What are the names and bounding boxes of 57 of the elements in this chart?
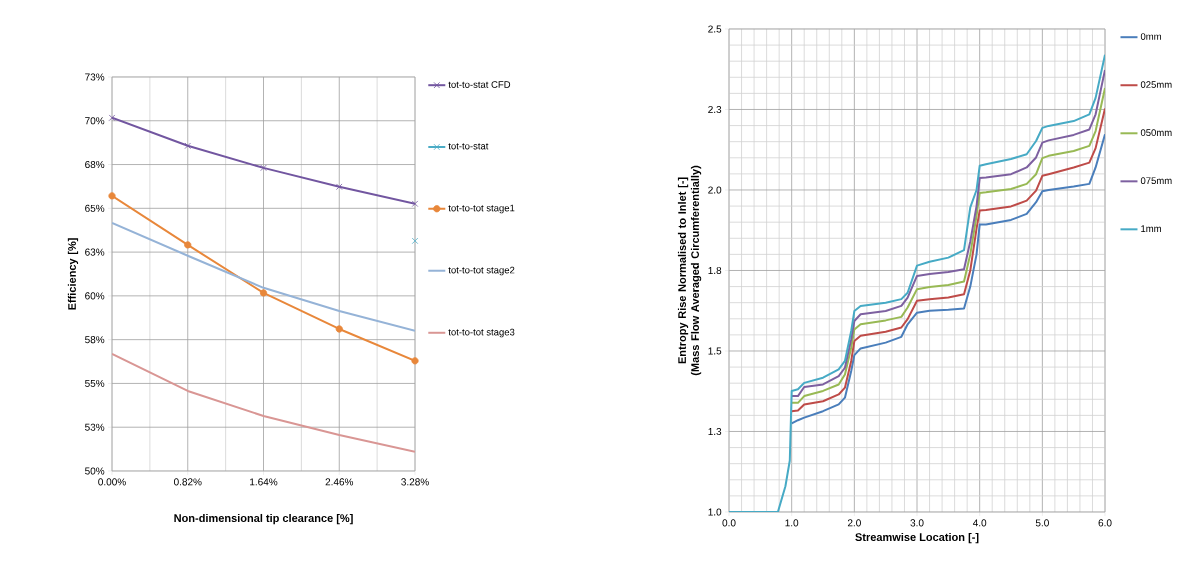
legend-label: tot-to-stat CFD	[448, 81, 511, 88]
y-tick-label: 1.3	[708, 427, 722, 436]
point	[411, 357, 419, 365]
legend-label: tot-to-stat	[448, 143, 489, 150]
point	[184, 241, 192, 249]
y-tick-label: 2.5	[708, 25, 722, 33]
y-tick-label: 53%	[85, 423, 105, 431]
line-series	[112, 221, 416, 332]
legend-label: tot-to-tot stage3	[448, 328, 515, 338]
y-tick-label: 2.0	[708, 186, 722, 194]
point	[411, 237, 419, 245]
x-tick-label: 3.0	[910, 519, 924, 527]
legend-label: tot-to-tot stage1	[448, 204, 515, 214]
y-tick-label: 50%	[85, 467, 105, 475]
x-tick-label: 2.46%	[325, 478, 354, 486]
line-series	[112, 352, 416, 453]
legend-label: 1mm	[1141, 225, 1161, 232]
y-tick-label: 1.8	[708, 266, 722, 275]
legend-label: 050mm	[1140, 129, 1172, 136]
x-tick-label: 1.64%	[250, 478, 278, 486]
x-tick-label: 0.00%	[98, 478, 126, 486]
y-tick-label: 1.0	[708, 508, 722, 516]
point	[411, 200, 419, 207]
x-tick-label: 0.0	[722, 519, 736, 527]
y-tick-label: 68%	[85, 161, 105, 169]
y-tick-label: 73%	[85, 73, 105, 81]
point	[335, 325, 343, 333]
point	[259, 289, 268, 297]
y-tick-label: 1.5	[708, 347, 722, 355]
y-axis-title: Entropy Rise Normalised to Inlet [-] (Mass Flow Averaged Circumferentially)	[677, 165, 702, 376]
x-axis-title: Streamwise Location [-]	[855, 532, 979, 544]
legend-label: 0mm	[1140, 33, 1161, 40]
legend-label: tot-to-tot stage2	[448, 266, 515, 276]
x-tick-label: 4.0	[972, 519, 987, 527]
point	[108, 192, 116, 200]
x-tick-label: 0.82%	[173, 478, 202, 486]
x-tick-label: 2.0	[847, 519, 861, 527]
point	[184, 142, 191, 150]
y-tick-label: 70%	[85, 117, 105, 125]
y-tick-label: 60%	[85, 292, 105, 300]
y-tick-label: 65%	[85, 204, 105, 212]
y-tick-label: 63%	[85, 248, 105, 256]
y-tick-label: 55%	[85, 379, 105, 387]
point	[260, 164, 267, 172]
y-axis-title: Efficiency [%]	[67, 238, 79, 310]
x-axis-title: Non-dimensional tip clearance [%]	[174, 513, 353, 525]
x-tick-label: 5.0	[1035, 519, 1049, 527]
legend-label: 075mm	[1140, 177, 1172, 185]
legend-label: 025mm	[1140, 81, 1172, 88]
x-tick-label: 3.28%	[401, 478, 429, 486]
y-tick-label: 2.3	[708, 105, 722, 114]
point	[336, 183, 343, 191]
point	[108, 114, 116, 122]
line-series	[729, 53, 1106, 512]
y-tick-label: 58%	[85, 336, 105, 344]
x-tick-label: 6.0	[1098, 519, 1112, 527]
x-tick-label: 1.0	[785, 519, 799, 527]
